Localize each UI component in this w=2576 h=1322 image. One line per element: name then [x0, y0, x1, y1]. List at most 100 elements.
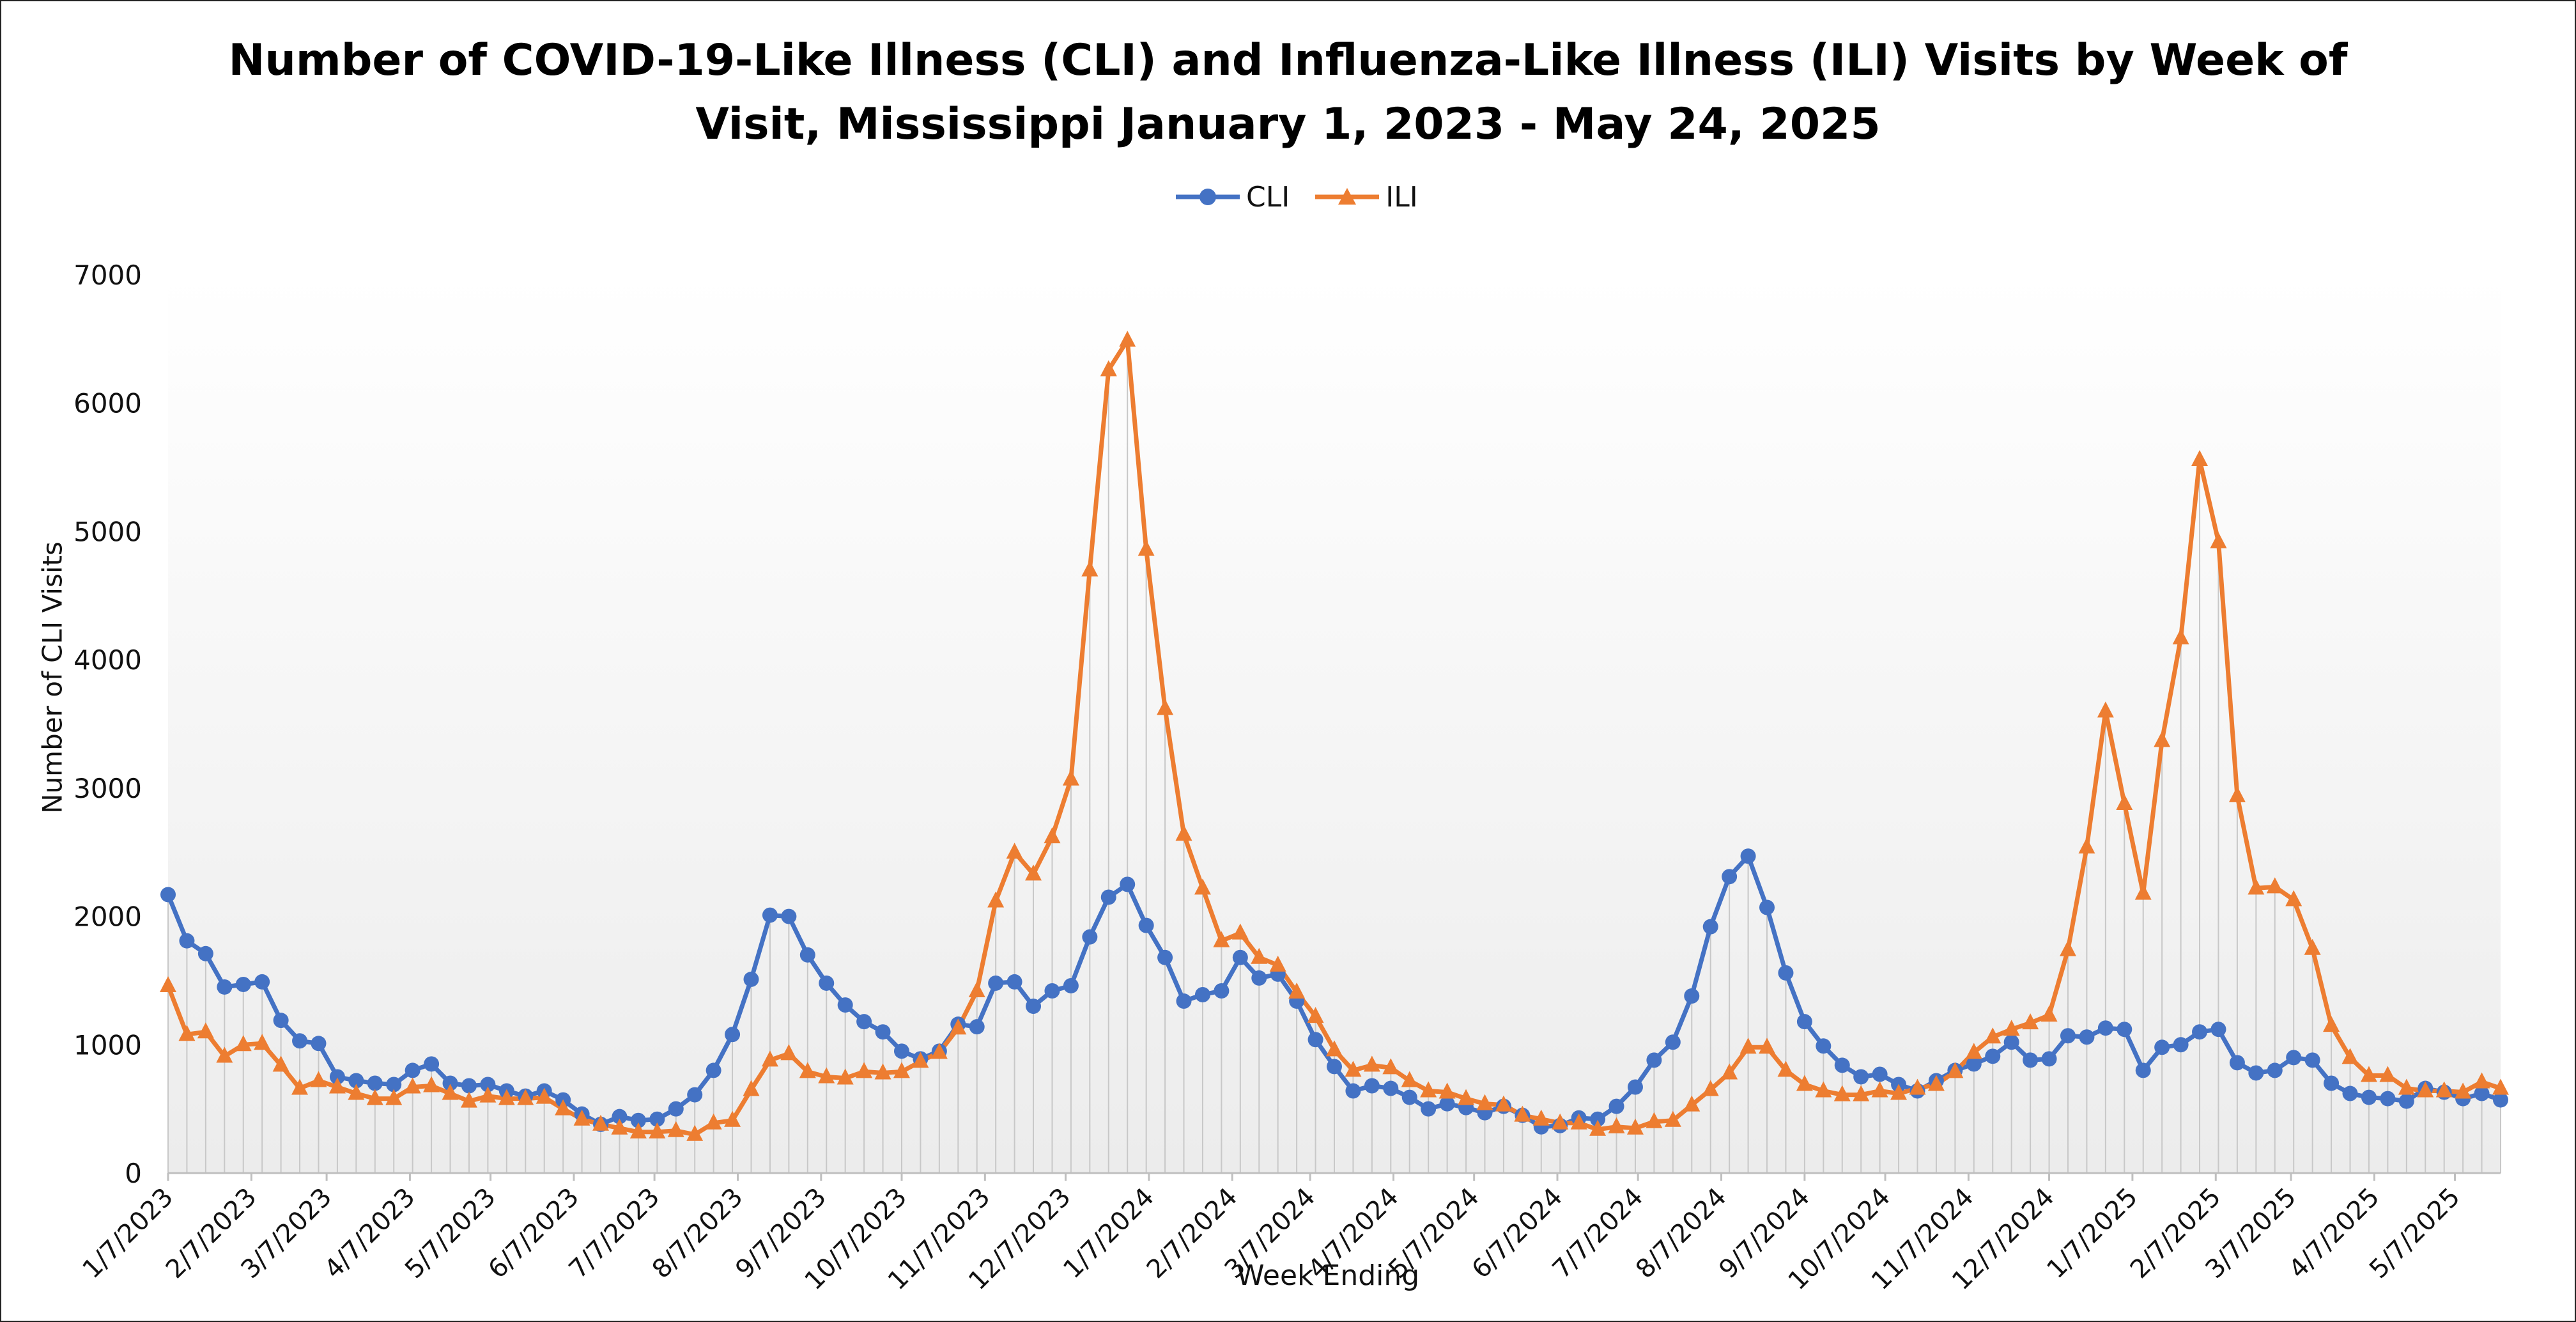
data-point-ili [2435, 1081, 2453, 1098]
data-point-cli [1702, 919, 1718, 935]
data-point-cli [461, 1078, 477, 1094]
data-point-ili [968, 981, 985, 997]
data-point-ili [1815, 1081, 1832, 1098]
data-point-ili [2266, 877, 2283, 894]
data-point-ili [2097, 701, 2114, 718]
data-point-cli [1627, 1079, 1643, 1095]
data-point-cli [781, 908, 797, 924]
data-point-cli [386, 1077, 402, 1093]
data-point-cli [1214, 983, 1230, 999]
data-point-cli [1100, 889, 1116, 905]
data-point-ili [178, 1025, 196, 1041]
drop-lines [167, 340, 2501, 1173]
data-point-ili [1345, 1061, 1362, 1077]
data-point-ili [2172, 628, 2189, 645]
data-point-cli [179, 933, 195, 949]
data-point-cli [367, 1075, 383, 1091]
data-point-cli [1665, 1034, 1681, 1050]
data-point-cli [1985, 1048, 2001, 1064]
data-point-cli [1063, 977, 1079, 993]
data-point-ili [310, 1071, 327, 1087]
data-point-ili [2398, 1078, 2415, 1095]
data-point-cli [1646, 1052, 1662, 1068]
data-point-ili [2210, 532, 2227, 548]
data-point-ili [874, 1063, 891, 1080]
axes [167, 1172, 2501, 1181]
legend-item-cli: CLI [1176, 181, 1290, 214]
data-point-cli [819, 975, 835, 991]
data-point-cli [1383, 1080, 1399, 1096]
data-point-ili [460, 1091, 477, 1108]
plot-background [168, 275, 2501, 1173]
y-tick-labels: 0 1000 2000 3000 4000 5000 6000 7000 [73, 260, 142, 1189]
data-point-ili [1739, 1038, 1757, 1054]
legend-cli-swatch [1176, 189, 1240, 205]
data-point-ili [930, 1043, 948, 1059]
data-point-ili [1119, 330, 1136, 347]
data-point-cli [1722, 869, 1738, 885]
chart-legend: CLI ILI [1176, 178, 1444, 216]
data-point-ili [2304, 938, 2321, 955]
y-tick-label: 1000 [73, 1029, 142, 1061]
data-point-ili [2473, 1072, 2490, 1089]
data-point-cli [2192, 1024, 2208, 1040]
data-point-ili [761, 1050, 778, 1067]
data-point-cli [1966, 1056, 1982, 1072]
data-point-cli [799, 947, 815, 963]
data-point-cli [687, 1087, 703, 1103]
data-point-ili [2455, 1082, 2472, 1099]
data-point-cli [405, 1062, 420, 1078]
data-point-ili [536, 1087, 553, 1104]
data-point-ili [1871, 1081, 1888, 1098]
data-point-ili [1100, 360, 1117, 377]
data-point-cli [2135, 1062, 2151, 1078]
data-point-ili [1307, 1007, 1324, 1023]
data-point-ili [611, 1118, 628, 1135]
data-point-cli [856, 1014, 872, 1030]
data-point-cli [1345, 1083, 1361, 1099]
data-point-ili [1702, 1080, 1719, 1096]
data-point-cli [1740, 848, 1756, 864]
data-point-ili [573, 1109, 590, 1126]
data-point-cli [2342, 1085, 2358, 1101]
y-tick-label: 5000 [73, 516, 142, 547]
data-point-ili [1175, 825, 1192, 841]
data-point-cli [292, 1033, 308, 1049]
y-tick-label: 6000 [73, 388, 142, 419]
data-point-cli [2380, 1091, 2396, 1107]
data-point-cli [480, 1077, 496, 1093]
data-point-ili [235, 1035, 252, 1052]
data-point-cli [2361, 1089, 2377, 1105]
legend-ili-swatch [1315, 188, 1380, 205]
data-point-cli [2229, 1055, 2245, 1071]
data-point-cli [969, 1019, 985, 1035]
data-point-ili [1984, 1027, 2001, 1044]
data-point-ili [1514, 1105, 1531, 1122]
data-point-ili [1194, 878, 1211, 895]
data-point-cli [197, 945, 213, 961]
data-point-ili [366, 1089, 383, 1105]
data-point-ili [893, 1062, 910, 1078]
data-point-cli [988, 975, 1004, 991]
data-point-cli [2324, 1075, 2340, 1091]
data-point-ili [1570, 1113, 1587, 1130]
data-point-cli [217, 979, 233, 995]
data-point-cli [630, 1112, 646, 1128]
data-point-cli [2210, 1022, 2226, 1038]
data-point-ili [1382, 1058, 1400, 1075]
data-point-ili [1909, 1078, 1926, 1095]
data-point-cli [837, 997, 853, 1013]
data-point-ili [2379, 1066, 2396, 1082]
data-point-cli [1421, 1101, 1437, 1117]
data-point-cli [2023, 1052, 2039, 1068]
data-point-ili [555, 1099, 572, 1116]
data-point-ili [328, 1077, 346, 1094]
x-axis-label: Week Ending [1237, 1259, 1420, 1292]
data-point-cli [2248, 1065, 2264, 1081]
data-point-ili [1890, 1084, 1908, 1100]
data-point-ili [479, 1086, 497, 1103]
data-point-cli [2474, 1085, 2490, 1101]
data-point-ili [1495, 1095, 1512, 1112]
chart-title-line-2: Visit, Mississippi January 1, 2023 - May… [695, 99, 1881, 150]
data-point-cli [1590, 1111, 1606, 1127]
